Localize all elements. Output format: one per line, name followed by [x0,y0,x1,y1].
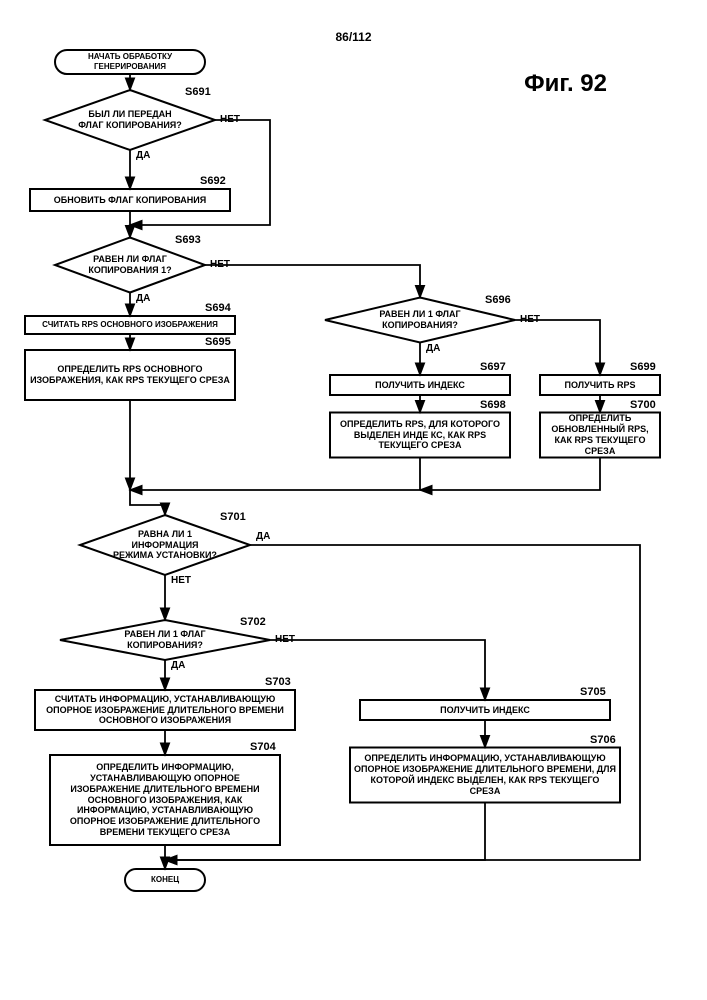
edge-label: ДА [136,293,150,304]
step-p700: S700 [630,399,656,411]
edge-label: НЕТ [210,259,230,270]
node-end: КОНЕЦ [129,869,201,891]
step-p704: S704 [250,741,276,753]
edge-label: НЕТ [220,114,240,125]
step-d696: S696 [485,294,511,306]
step-d701: S701 [220,511,246,523]
node-p705: ПОЛУЧИТЬ ИНДЕКС [364,700,606,720]
step-p694: S694 [205,302,231,314]
node-p692: ОБНОВИТЬ ФЛАГ КОПИРОВАНИЯ [34,189,226,211]
node-p703: СЧИТАТЬ ИНФОРМАЦИЮ, УСТАНАВЛИВАЮЩУЮ ОПОР… [39,690,291,730]
node-start: НАЧАТЬ ОБРАБОТКУ ГЕНЕРИРОВАНИЯ [59,50,201,74]
node-p694: СЧИТАТЬ RPS ОСНОВНОГО ИЗОБРАЖЕНИЯ [29,316,231,334]
step-d691: S691 [185,86,211,98]
node-p698: ОПРЕДЕЛИТЬ RPS, ДЛЯ КОТОРОГО ВЫДЕЛЕН ИНД… [334,413,506,458]
edge-label: НЕТ [520,314,540,325]
step-p695: S695 [205,336,231,348]
edge-label: ДА [171,660,185,671]
edge-label: ДА [426,343,440,354]
node-d701: РАВНА ЛИ 1 ИНФОРМАЦИЯ РЕЖИМА УСТАНОВКИ? [111,515,220,575]
node-d702: РАВЕН ЛИ 1 ФЛАГ КОПИРОВАНИЯ? [98,620,232,660]
step-d702: S702 [240,616,266,628]
node-p706: ОПРЕДЕЛИТЬ ИНФОРМАЦИЮ, УСТАНАВЛИВАЮЩУЮ О… [354,748,616,803]
node-d693: РАВЕН ЛИ ФЛАГ КОПИРОВАНИЯ 1? [82,238,178,293]
step-d693: S693 [175,234,201,246]
step-p703: S703 [265,676,291,688]
node-p697: ПОЛУЧИТЬ ИНДЕКС [334,375,506,395]
step-p705: S705 [580,686,606,698]
step-p697: S697 [480,361,506,373]
node-d691: БЫЛ ЛИ ПЕРЕДАН ФЛАГ КОПИРОВАНИЯ? [76,90,185,150]
node-p695: ОПРЕДЕЛИТЬ RPS ОСНОВНОГО ИЗОБРАЖЕНИЯ, КА… [29,350,231,400]
edge-label: ДА [256,531,270,542]
step-p706: S706 [590,734,616,746]
node-p699: ПОЛУЧИТЬ RPS [544,375,656,395]
step-p699: S699 [630,361,656,373]
flowchart-svg [0,0,707,1000]
edge-label: ДА [136,150,150,161]
edge-label: НЕТ [171,575,191,586]
step-p692: S692 [200,175,226,187]
node-d696: РАВЕН ЛИ 1 ФЛАГ КОПИРОВАНИЯ? [359,298,481,343]
node-p700: ОПРЕДЕЛИТЬ ОБНОВЛЕННЫЙ RPS, КАК RPS ТЕКУ… [544,413,656,458]
step-p698: S698 [480,399,506,411]
node-p704: ОПРЕДЕЛИТЬ ИНФОРМАЦИЮ, УСТАНАВЛИВАЮЩУЮ О… [54,755,276,845]
edge-label: НЕТ [275,634,295,645]
